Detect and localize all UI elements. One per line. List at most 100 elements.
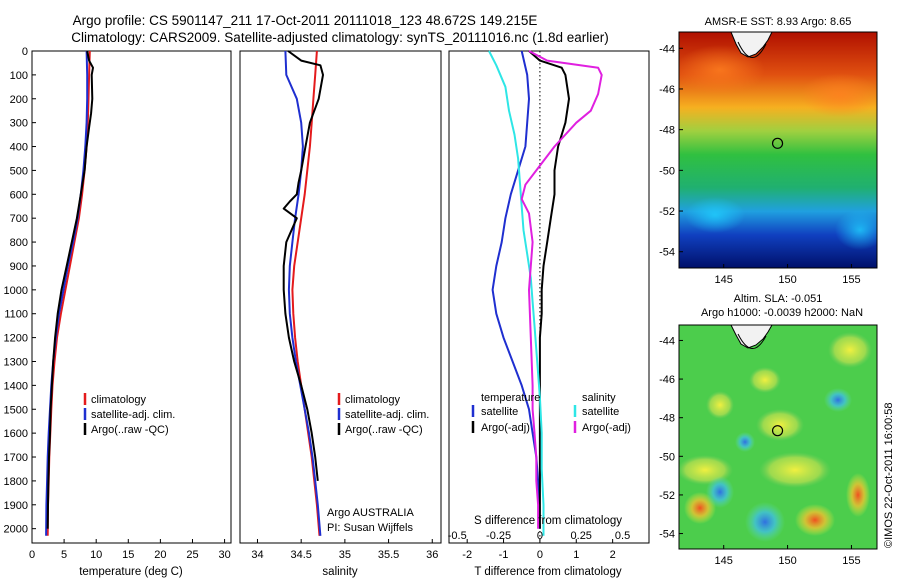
temperature-axis-title: temperature (deg C): [79, 566, 183, 578]
title-line-1: Argo profile: CS 5901147_211 17-Oct-2011…: [73, 13, 538, 28]
imos-timestamp: ©IMOS 22-Oct-2011 16:00:58: [883, 403, 895, 548]
y-tick-label: 1000: [4, 285, 28, 297]
temperature-profile-panel: 0100200300400500600700800900100011001200…: [4, 46, 232, 578]
lon-tick-label: 150: [778, 555, 796, 567]
t-difference-axis-title: T difference from climatology: [474, 566, 621, 578]
t-difference-axis: -2 -1 0 1 2: [462, 539, 616, 561]
lat-tick-label: -44: [659, 335, 675, 347]
legend-label-argo: Argo(..raw -QC): [345, 424, 423, 436]
y-tick-label: 800: [10, 237, 28, 249]
x-tick-label: 0: [29, 549, 35, 561]
legend-label-s-argo: Argo(-adj): [582, 422, 631, 434]
series-line-salinity-argo_adj_salinity: [520, 50, 603, 529]
salinity-plot-frame: [239, 50, 442, 544]
difference-plot-frame: [448, 50, 650, 544]
sst-map-panel: AMSR-E SST: 8.93 Argo: 8.65 145 150 155 -4…: [659, 16, 878, 286]
salinity-profile-panel: 34 34.5 35 35.5 36 climatology satellite-adj…: [239, 50, 442, 578]
s-difference-axis-title: S difference from climatology: [474, 515, 622, 527]
y-tick-label: 2000: [4, 524, 28, 536]
x-tick-label: 30: [218, 549, 230, 561]
lon-tick-label: 150: [778, 274, 796, 286]
sla-field: [679, 325, 877, 549]
salinity-legend: climatology satellite-adj. clim. Argo(..…: [337, 393, 429, 436]
x-tick-label: 35.5: [378, 549, 399, 561]
lat-tick-label: -50: [659, 451, 675, 463]
legend-label-satellite: satellite-adj. clim.: [91, 409, 175, 421]
y-tick-label: 1800: [4, 476, 28, 488]
series-line-salinity-satellite_salinity: [488, 50, 545, 536]
tasmania-coast: [730, 325, 773, 349]
sla-map-subtitle: Argo h1000: -0.0039 h2000: NaN: [701, 307, 863, 319]
argo-pi-label: PI: Susan Wijffels: [327, 522, 413, 534]
y-tick-label: 400: [10, 142, 28, 154]
y-tick-label: 1200: [4, 333, 28, 345]
salinity-axis-title: salinity: [322, 566, 357, 578]
s-tick-label: 0: [537, 530, 543, 542]
tasmania-coast: [730, 32, 773, 58]
y-tick-label: 600: [10, 189, 28, 201]
y-tick-label: 0: [22, 46, 28, 58]
legend-label-satellite: satellite-adj. clim.: [345, 409, 429, 421]
y-tick-label: 500: [10, 165, 28, 177]
s-difference-axis: -0.5 -0.25 0 0.25 0.5: [448, 530, 630, 542]
x-tick-label: 34.5: [290, 549, 311, 561]
legend-label-climatology: climatology: [345, 394, 401, 406]
x-tick-label: 36: [426, 549, 438, 561]
depth-axis: 0 100 200 300 400 500 600 700 800 900 1000 1100 1200…: [4, 46, 36, 536]
y-tick-label: 1400: [4, 380, 28, 392]
y-tick-label: 100: [10, 70, 28, 82]
y-tick-label: 700: [10, 213, 28, 225]
s-tick-label: 0.5: [615, 530, 630, 542]
lat-tick-label: -46: [659, 84, 675, 96]
legend-heading-salinity: salinity: [582, 392, 616, 404]
sla-map-panel: Altim. SLA: -0.051 Argo h1000: -0.0039 h…: [659, 293, 878, 567]
sla-map-title: Altim. SLA: -0.051: [734, 293, 823, 305]
legend-label-argo: Argo(..raw -QC): [91, 424, 169, 436]
y-tick-label: 1100: [4, 309, 28, 321]
temperature-lines: [45, 50, 94, 536]
sla-longitude-axis: 145 150 155: [715, 545, 861, 567]
lat-tick-label: -50: [659, 165, 675, 177]
x-tick-label: 10: [90, 549, 102, 561]
lat-tick-label: -46: [659, 374, 675, 386]
lat-tick-label: -48: [659, 125, 675, 137]
argo-location-marker: [771, 425, 784, 437]
difference-profile-panel: -2 -1 0 1 2 -0.5 -0.25 0 0.25 0.5 temperature sa…: [448, 50, 650, 578]
argo-location-marker: [771, 137, 784, 149]
legend-label-climatology: climatology: [91, 394, 147, 406]
x-tick-label: 5: [61, 549, 67, 561]
x-tick-label: 20: [154, 549, 166, 561]
salinity-axis: 34 34.5 35 35.5 36: [251, 539, 438, 561]
temperature-legend: climatology satellite-adj. clim. Argo(..…: [83, 393, 175, 436]
sst-field: [679, 32, 877, 268]
argo-program-label: Argo AUSTRALIA: [327, 507, 414, 519]
sla-map-frame: [678, 324, 878, 550]
legend-label-t-satellite: satellite: [481, 406, 518, 418]
lon-tick-label: 145: [715, 555, 733, 567]
temperature-plot-frame: [31, 50, 232, 544]
lat-tick-label: -52: [659, 206, 675, 218]
x-tick-label: 1: [573, 549, 579, 561]
x-tick-label: -2: [462, 549, 472, 561]
y-tick-label: 1600: [4, 428, 28, 440]
lat-tick-label: -48: [659, 413, 675, 425]
y-tick-label: 300: [10, 118, 28, 130]
x-tick-label: 35: [339, 549, 351, 561]
sla-latitude-axis: -44 -46 -48 -50 -52 -54: [659, 335, 683, 541]
x-tick-label: 25: [186, 549, 198, 561]
x-tick-label: -1: [499, 549, 509, 561]
y-tick-label: 1500: [4, 404, 28, 416]
lat-tick-label: -54: [659, 247, 675, 259]
x-tick-label: 15: [122, 549, 134, 561]
x-tick-label: 0: [537, 549, 543, 561]
y-tick-label: 200: [10, 94, 28, 106]
series-line-satellite: [284, 50, 322, 536]
lat-tick-label: -52: [659, 490, 675, 502]
s-tick-label: 0.25: [571, 530, 592, 542]
title-line-2: Climatology: CARS2009. Satellite-adjuste…: [71, 30, 609, 45]
legend-label-s-satellite: satellite: [582, 406, 619, 418]
lon-tick-label: 155: [842, 274, 860, 286]
temperature-axis: 0 5 10 15 20 25 30: [29, 539, 231, 561]
lat-tick-label: -54: [659, 529, 675, 541]
